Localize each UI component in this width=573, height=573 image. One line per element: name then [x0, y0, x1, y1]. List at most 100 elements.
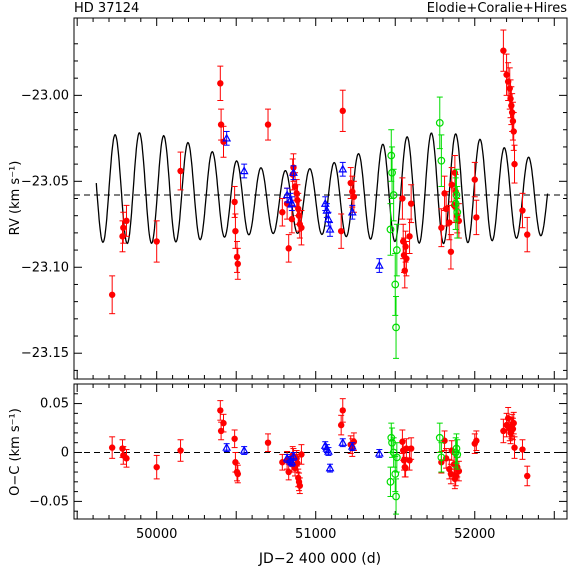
- coralie-point: [435, 118, 444, 127]
- hires-point: [153, 238, 160, 245]
- hires-point-residual: [217, 407, 224, 414]
- hires-point: [337, 227, 345, 235]
- elodie-point: [287, 198, 297, 207]
- hires-point: [399, 195, 406, 202]
- star-name: HD 37124: [74, 1, 139, 16]
- hires-point-residual: [285, 468, 292, 476]
- bottom-panel-frame: [73, 383, 568, 520]
- elodie-point-residual: [287, 457, 297, 466]
- hires-point: [288, 215, 296, 223]
- coralie-point-residual: [435, 433, 444, 442]
- hires-point: [510, 128, 517, 135]
- hires-point: [233, 253, 241, 261]
- hires-point: [295, 212, 303, 219]
- hires-point: [232, 227, 239, 235]
- coralie-point: [386, 225, 395, 234]
- hires-point-residual: [123, 455, 130, 462]
- hires-point: [347, 179, 354, 187]
- top-y-tick-label: −23.05: [21, 174, 69, 189]
- elodie-point-residual: [239, 445, 249, 454]
- coralie-point: [392, 246, 401, 254]
- hires-point-residual: [296, 482, 304, 489]
- coralie-point: [452, 191, 461, 199]
- hires-point: [511, 160, 518, 168]
- hires-point: [406, 233, 413, 240]
- x-tick-label: 52000: [454, 527, 495, 542]
- bottom-ylabel: O−C (km s⁻¹): [8, 408, 23, 496]
- coralie-point-residual: [453, 450, 462, 459]
- hires-point-residual: [510, 419, 517, 427]
- elodie-point: [338, 164, 348, 173]
- top-panel: −23.00 −23.05 −23.10 −23.15 RV (km s⁻¹): [8, 17, 568, 380]
- x-tick-label: 50000: [136, 527, 177, 542]
- residual-data-points: [108, 398, 531, 515]
- hires-point: [217, 80, 224, 87]
- coralie-point: [451, 199, 460, 208]
- bottom-axis-ticks: 0.05 0 −0.05: [29, 384, 567, 519]
- hires-point: [123, 217, 130, 225]
- hires-point: [108, 291, 116, 298]
- elodie-point-residual: [374, 448, 384, 457]
- hires-point-residual: [232, 459, 239, 466]
- hires-point: [399, 238, 407, 245]
- hires-point: [442, 205, 450, 213]
- hires-point: [231, 198, 238, 206]
- coralie-point: [387, 151, 396, 160]
- coralie-point-residual: [392, 492, 400, 501]
- hires-point: [500, 47, 507, 54]
- bottom-y-tick-label: 0.05: [40, 397, 69, 412]
- hires-point: [524, 231, 531, 238]
- elodie-point-residual: [338, 437, 348, 446]
- hires-point-residual: [337, 421, 345, 429]
- top-y-tick-label: −23.10: [21, 260, 69, 275]
- x-axis-label: JD−2 400 000 (d): [258, 551, 381, 567]
- hires-point-residual: [511, 444, 518, 451]
- hires-point: [285, 245, 292, 252]
- elodie-point-residual: [289, 451, 298, 460]
- coralie-point-residual: [451, 448, 460, 457]
- hires-point: [447, 248, 455, 255]
- elodie-point: [347, 207, 357, 216]
- hires-point-residual: [217, 427, 225, 435]
- hires-point-residual: [407, 445, 415, 452]
- hires-point-residual: [220, 419, 227, 427]
- coralie-point-residual: [391, 470, 400, 478]
- top-y-tick-label: −23.00: [21, 88, 69, 103]
- hires-point: [471, 176, 478, 183]
- elodie-point: [282, 190, 292, 199]
- hires-point: [120, 224, 127, 231]
- hires-point: [473, 214, 480, 221]
- elodie-point-residual: [324, 446, 333, 455]
- hires-point: [519, 207, 526, 214]
- hires-point-residual: [339, 407, 346, 414]
- hires-point: [503, 71, 510, 78]
- hires-point: [403, 255, 410, 262]
- hires-point: [350, 193, 358, 200]
- elodie-point: [374, 260, 384, 269]
- hires-point-residual: [231, 435, 238, 442]
- top-axis-ticks: −23.00 −23.05 −23.10 −23.15: [21, 18, 567, 379]
- keplerian-model-curve: [95, 132, 549, 245]
- hires-point: [451, 169, 459, 176]
- elodie-point-residual: [325, 463, 335, 472]
- hires-point: [446, 219, 453, 226]
- elodie-point: [239, 166, 249, 175]
- coralie-point-residual: [386, 477, 395, 486]
- coralie-point: [392, 323, 400, 332]
- elodie-point: [325, 224, 335, 233]
- hires-point: [509, 117, 517, 125]
- hires-point: [220, 138, 227, 145]
- hires-point: [441, 190, 448, 197]
- x-tick-label: 51000: [295, 527, 336, 542]
- hires-point: [448, 181, 455, 188]
- hires-point: [279, 209, 286, 216]
- coralie-point-residual: [437, 453, 446, 462]
- hires-point-residual: [234, 470, 242, 478]
- hires-point-residual: [264, 439, 272, 446]
- hires-point: [119, 233, 126, 240]
- elodie-point-residual: [347, 441, 357, 450]
- top-y-tick-label: −23.15: [21, 346, 69, 361]
- hires-point-residual: [519, 446, 526, 453]
- coralie-point: [389, 191, 398, 199]
- elodie-point: [222, 133, 232, 142]
